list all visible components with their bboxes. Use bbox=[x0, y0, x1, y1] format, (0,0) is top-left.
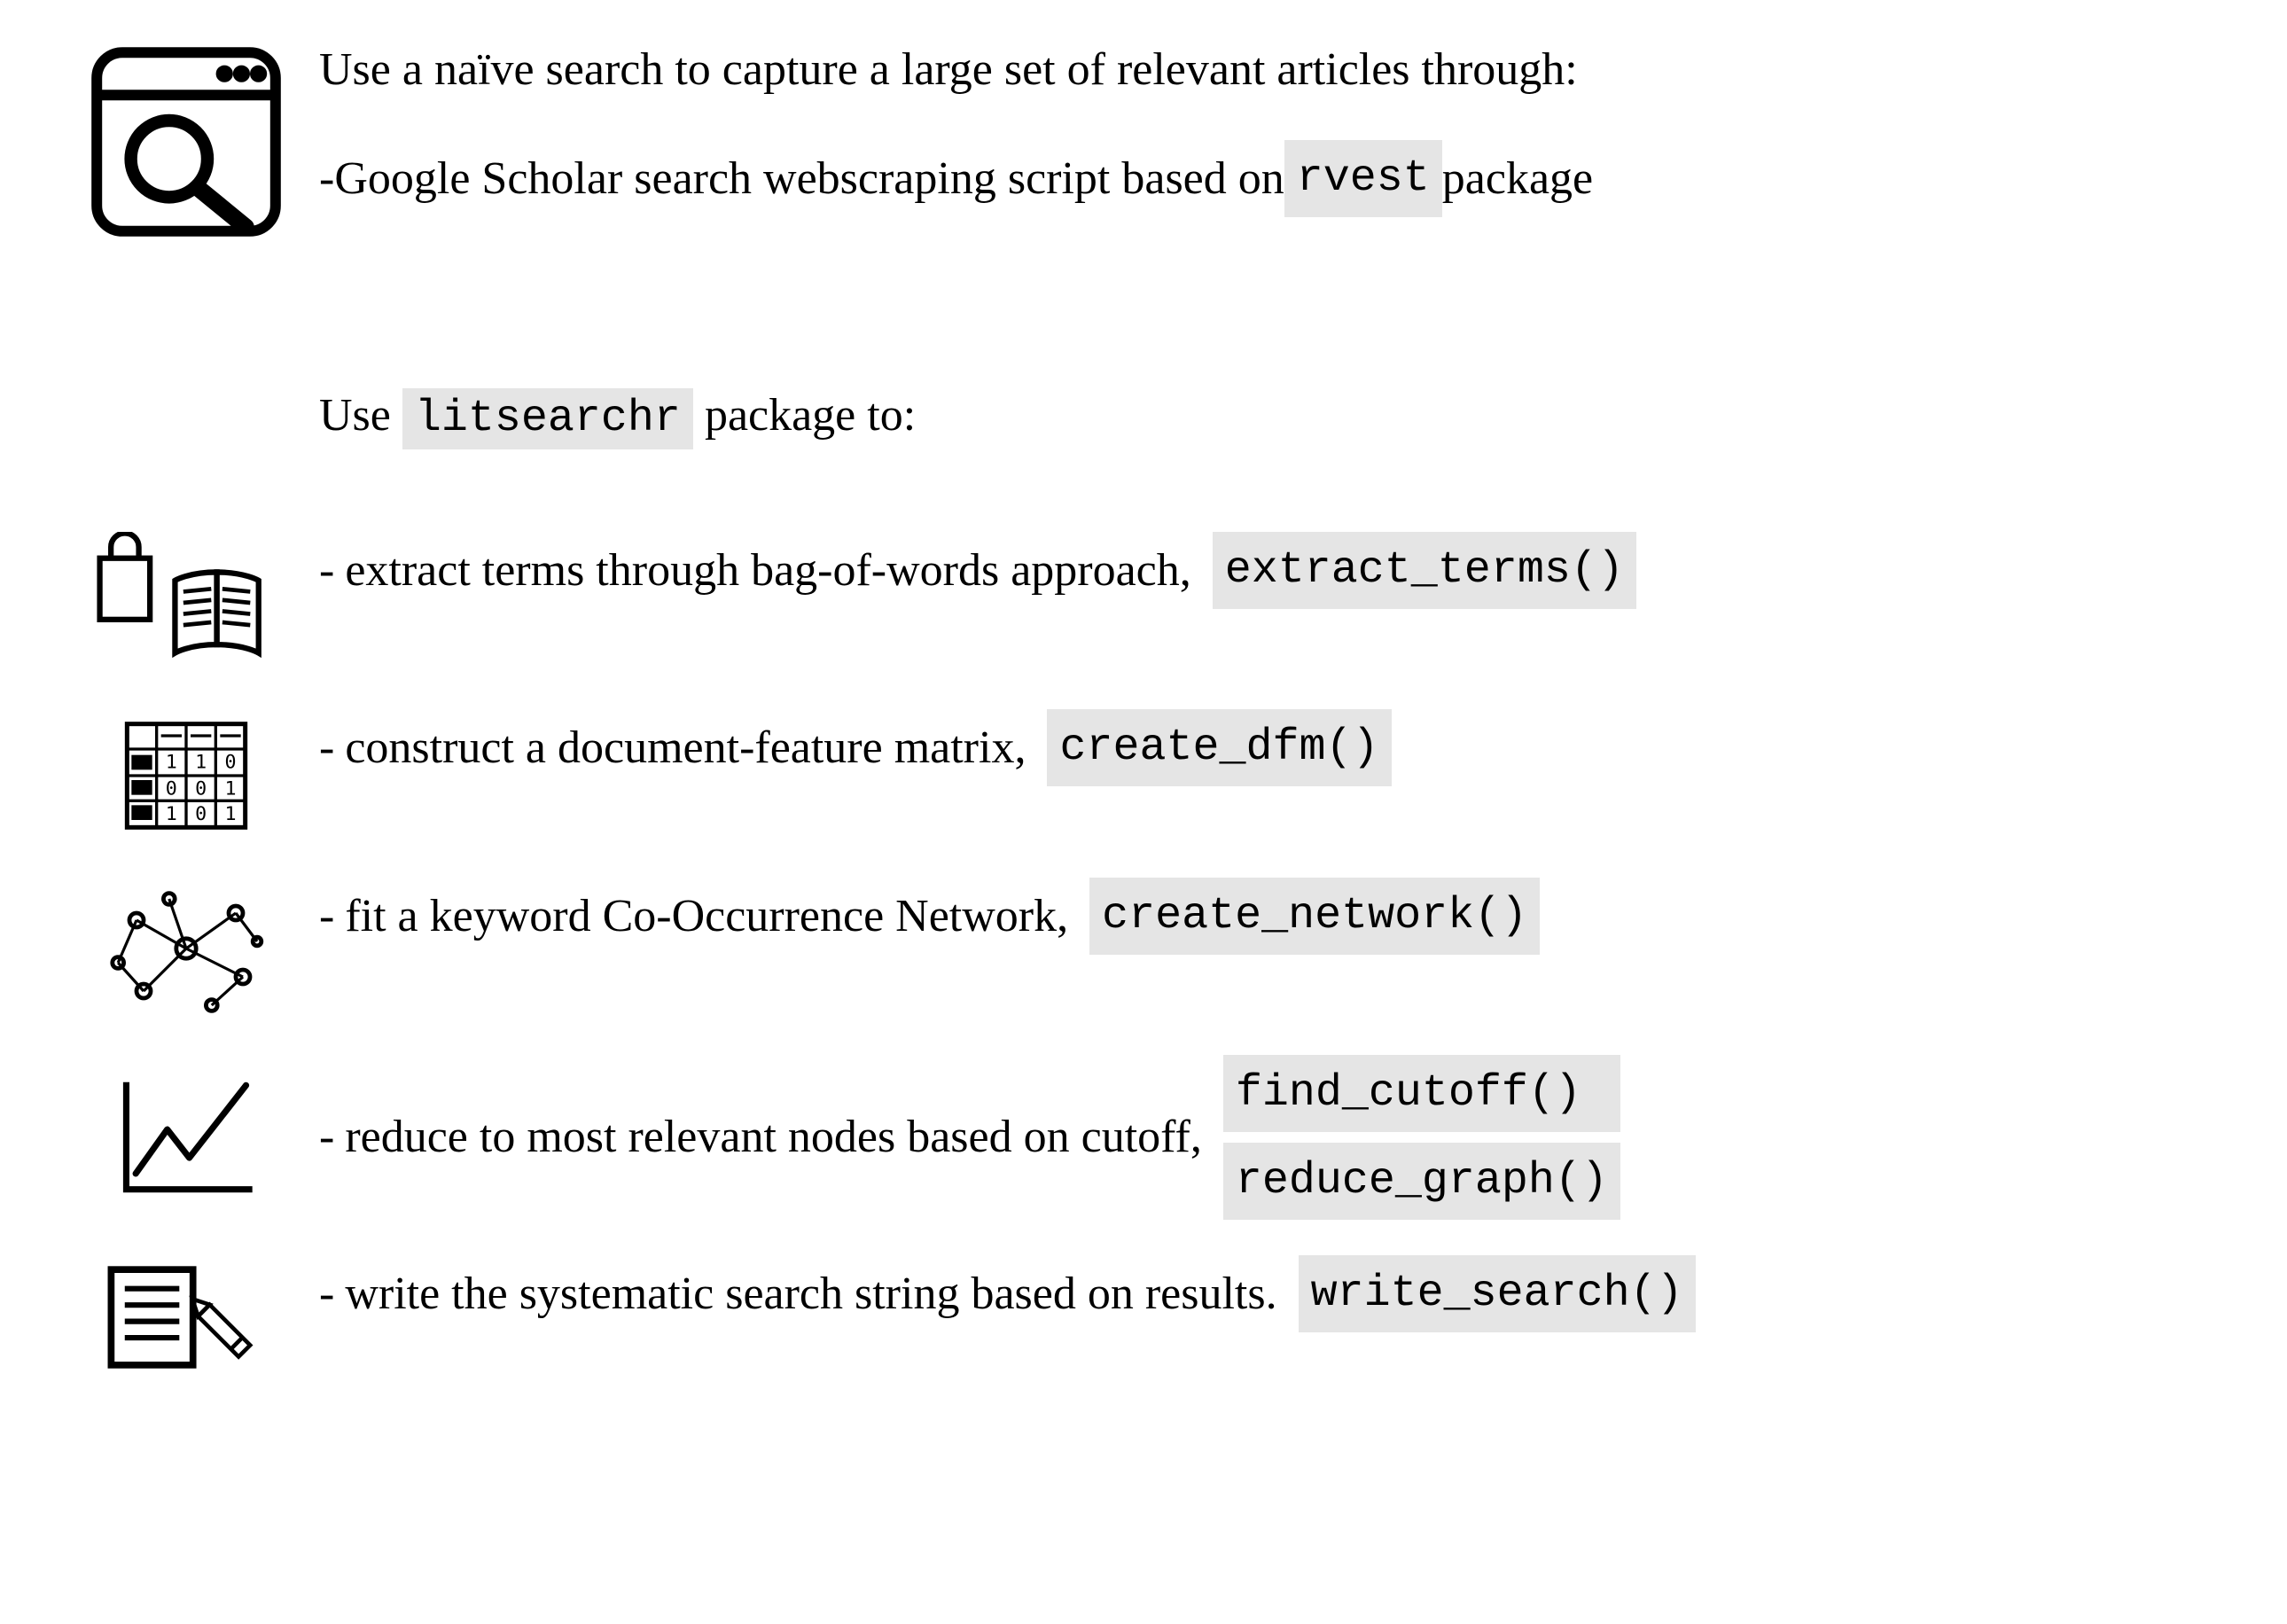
icon-col-write bbox=[53, 1255, 319, 1379]
create-network-label: fit a keyword Co-Occurrence Network, bbox=[345, 882, 1068, 951]
svg-text:0: 0 bbox=[224, 752, 236, 774]
create-network-code: create_network() bbox=[1089, 878, 1540, 955]
intro-before: Use bbox=[319, 390, 402, 441]
bag-book-icon bbox=[89, 532, 284, 674]
text-col-naive: Use a naïve search to capture a large se… bbox=[319, 35, 2234, 217]
icon-col-matrix: 1 1 0 0 0 1 1 0 1 bbox=[53, 709, 319, 842]
svg-text:1: 1 bbox=[224, 803, 236, 825]
write-search-label: write the systematic search string based… bbox=[345, 1260, 1276, 1329]
extract-terms-code: extract_terms() bbox=[1213, 532, 1636, 609]
cutoff-code-stack: find_cutoff() reduce_graph() bbox=[1223, 1055, 1620, 1220]
section-litsearchr-intro: Use litsearchr package to: bbox=[53, 381, 2234, 452]
line-chart-icon bbox=[106, 1066, 266, 1208]
bullet-dash: - bbox=[319, 882, 334, 951]
svg-text:1: 1 bbox=[166, 803, 177, 825]
extract-terms-label: extract terms through bag-of-words appro… bbox=[345, 536, 1190, 605]
write-document-icon bbox=[98, 1255, 275, 1379]
bullet-dash: - bbox=[319, 1103, 334, 1172]
cutoff-label: reduce to most relevant nodes based on c… bbox=[345, 1103, 1202, 1172]
create-dfm-text: - construct a document-feature matrix, c… bbox=[319, 709, 2234, 786]
item-cutoff: - reduce to most relevant nodes based on… bbox=[53, 1055, 2234, 1220]
naive-bullet: - Google Scholar search webscraping scri… bbox=[319, 140, 2234, 217]
item-extract-terms: - extract terms through bag-of-words app… bbox=[53, 532, 2234, 674]
intro-after: package to: bbox=[705, 390, 916, 441]
litsearchr-code: litsearchr bbox=[402, 388, 693, 449]
icon-col-search bbox=[53, 35, 319, 248]
reduce-graph-code: reduce_graph() bbox=[1223, 1143, 1620, 1220]
rvest-code: rvest bbox=[1284, 140, 1442, 217]
find-cutoff-code: find_cutoff() bbox=[1223, 1055, 1620, 1132]
bullet-dash: - bbox=[319, 1260, 334, 1329]
item-create-network: - fit a keyword Co-Occurrence Network, c… bbox=[53, 878, 2234, 1019]
network-icon bbox=[98, 878, 275, 1019]
litsearchr-intro-text: Use litsearchr package to: bbox=[319, 381, 2234, 452]
create-dfm-code: create_dfm() bbox=[1047, 709, 1391, 786]
naive-text-after: package bbox=[1442, 144, 1593, 214]
write-search-code: write_search() bbox=[1299, 1255, 1696, 1332]
bullet-dash: - bbox=[319, 144, 334, 214]
svg-text:1: 1 bbox=[195, 752, 207, 774]
naive-text-before: Google Scholar search webscraping script… bbox=[334, 144, 1284, 214]
section-naive-search: Use a naïve search to capture a large se… bbox=[53, 35, 2234, 248]
svg-text:0: 0 bbox=[195, 778, 207, 800]
svg-text:1: 1 bbox=[224, 778, 236, 800]
matrix-icon: 1 1 0 0 0 1 1 0 1 bbox=[111, 709, 261, 842]
bullet-dash: - bbox=[319, 714, 334, 783]
section-gap bbox=[53, 275, 2234, 381]
svg-text:0: 0 bbox=[166, 778, 177, 800]
extract-terms-text: - extract terms through bag-of-words app… bbox=[319, 532, 2234, 609]
bullet-dash: - bbox=[319, 536, 334, 605]
item-create-dfm: 1 1 0 0 0 1 1 0 1 - construct a document… bbox=[53, 709, 2234, 842]
page-root: Use a naïve search to capture a large se… bbox=[0, 0, 2287, 1624]
naive-intro: Use a naïve search to capture a large se… bbox=[319, 35, 2234, 105]
icon-col-chart bbox=[53, 1066, 319, 1208]
search-window-icon bbox=[80, 35, 293, 248]
small-gap bbox=[53, 479, 2234, 532]
cutoff-text: - reduce to most relevant nodes based on… bbox=[319, 1055, 2234, 1220]
svg-text:0: 0 bbox=[195, 803, 207, 825]
write-search-text: - write the systematic search string bas… bbox=[319, 1255, 2234, 1332]
icon-col-bag bbox=[53, 532, 319, 674]
create-network-text: - fit a keyword Co-Occurrence Network, c… bbox=[319, 878, 2234, 955]
svg-text:1: 1 bbox=[166, 752, 177, 774]
create-dfm-label: construct a document-feature matrix, bbox=[345, 714, 1026, 783]
item-write-search: - write the systematic search string bas… bbox=[53, 1255, 2234, 1379]
icon-col-network bbox=[53, 878, 319, 1019]
